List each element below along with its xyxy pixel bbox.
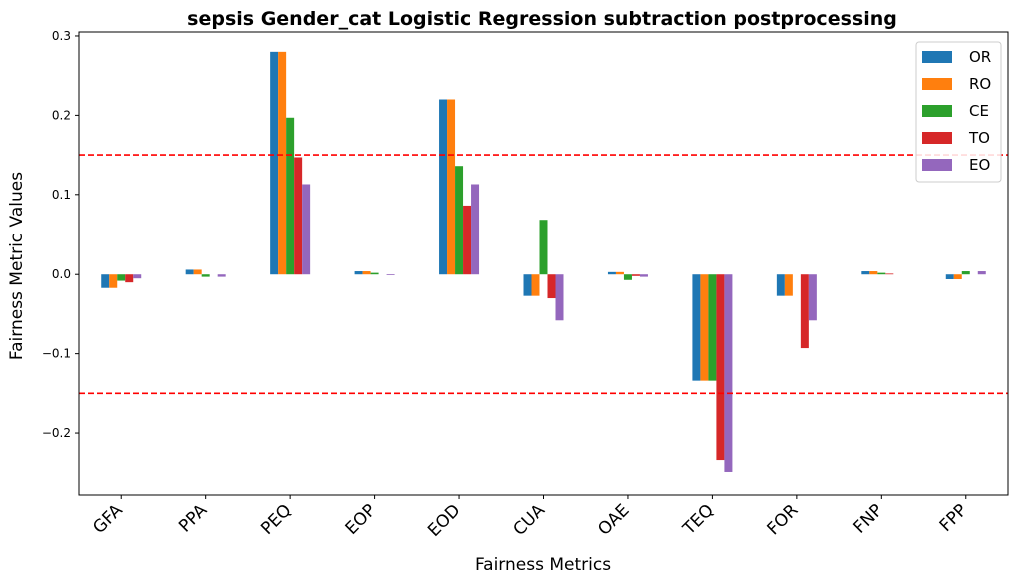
bar-CE-PPA xyxy=(201,274,210,277)
y-tick-label: −0.1 xyxy=(42,347,71,361)
legend-box xyxy=(915,41,1002,183)
bar-CE-CUA xyxy=(539,220,548,275)
bar-OR-FOR xyxy=(776,274,785,296)
legend-label-CE: CE xyxy=(969,102,989,120)
x-axis-label: Fairness Metrics xyxy=(475,555,611,575)
bar-OR-EOD xyxy=(439,99,448,275)
series-EO xyxy=(133,184,986,472)
bar-RO-EOD xyxy=(447,99,456,275)
bar-OR-CUA xyxy=(523,274,532,296)
legend-swatch-EO xyxy=(922,159,952,171)
chart-title: sepsis Gender_cat Logistic Regression su… xyxy=(187,8,897,30)
bar-RO-PPA xyxy=(193,269,202,275)
bar-RO-FPP xyxy=(953,274,962,279)
bar-RO-FNP xyxy=(869,271,878,275)
bar-RO-FOR xyxy=(784,274,793,296)
legend-swatch-RO xyxy=(922,78,952,90)
legend-swatch-CE xyxy=(922,105,952,117)
y-tick-label: 0.3 xyxy=(52,29,71,43)
bar-RO-GFA xyxy=(109,274,118,288)
legend-swatch-TO xyxy=(922,132,952,144)
bar-CE-OAE xyxy=(623,274,632,280)
series-TO xyxy=(125,157,894,461)
bar-OR-PPA xyxy=(185,269,194,275)
bar-OR-FPP xyxy=(945,274,954,279)
series-RO xyxy=(109,51,962,381)
x-tick-label-FNP: FNP xyxy=(850,500,887,537)
bar-EO-FPP xyxy=(977,271,986,275)
bar-TO-EOD xyxy=(463,205,472,275)
bar-RO-CUA xyxy=(531,274,540,296)
bar-EO-PPA xyxy=(217,274,226,277)
x-tick-label-OAE: OAE xyxy=(594,500,633,539)
y-tick-label: −0.2 xyxy=(42,426,71,440)
x-tick-label-CUA: CUA xyxy=(509,500,549,540)
legend-swatch-OR xyxy=(922,51,952,63)
x-tick-label-EOD: EOD xyxy=(424,500,464,540)
plot-area: −0.2 −0.1 0.0 0.1 0.2 0.3 GFA PPA PEQ EOP EOD CUA OA… xyxy=(42,29,1009,541)
bar-CE-EOD xyxy=(455,166,464,275)
bar-EO-OAE xyxy=(639,274,648,277)
x-tick-label-FOR: FOR xyxy=(764,500,803,539)
x-tick-label-PPA: PPA xyxy=(175,500,211,536)
legend-label-EO: EO xyxy=(969,156,990,174)
legend-label-RO: RO xyxy=(969,75,991,93)
x-tick-label-FPP: FPP xyxy=(936,500,972,536)
bar-CE-PEQ xyxy=(286,117,295,275)
legend-label-TO: TO xyxy=(968,129,990,147)
bar-OR-TEQ xyxy=(692,274,701,381)
bar-RO-TEQ xyxy=(700,274,709,381)
bar-EO-PEQ xyxy=(302,184,311,275)
series-OR xyxy=(101,51,954,381)
bar-EO-EOD xyxy=(471,184,480,275)
y-axis-label: Fairness Metric Values xyxy=(7,172,27,360)
y-tick-label: 0.2 xyxy=(52,108,71,122)
bar-EO-EOP xyxy=(386,274,395,276)
bar-EO-GFA xyxy=(133,274,142,279)
bar-EO-CUA xyxy=(555,274,564,321)
series-CE xyxy=(117,117,970,381)
x-tick-label-TEQ: TEQ xyxy=(679,500,718,539)
bar-TO-PEQ xyxy=(294,157,303,275)
bar-TO-OAE xyxy=(631,274,640,276)
bar-EO-FOR xyxy=(808,274,817,321)
bar-RO-PEQ xyxy=(278,51,287,275)
bar-OR-GFA xyxy=(101,274,110,288)
y-tick-label: 0.0 xyxy=(52,267,71,281)
bar-TO-GFA xyxy=(125,274,134,283)
bar-CE-EOP xyxy=(370,272,379,275)
y-tick-label: 0.1 xyxy=(52,188,71,202)
x-tick-label-GFA: GFA xyxy=(89,500,127,538)
bar-CE-TEQ xyxy=(708,274,717,381)
bar-TO-FNP xyxy=(885,273,894,275)
x-tick-label-PEQ: PEQ xyxy=(257,500,295,538)
bar-EO-TEQ xyxy=(724,274,733,472)
legend: OR RO CE TO EO xyxy=(915,41,1002,183)
bar-TO-FOR xyxy=(800,274,809,349)
bar-CE-FNP xyxy=(877,272,886,275)
bar-OR-FNP xyxy=(861,271,870,275)
bar-OR-EOP xyxy=(354,271,363,275)
bar-CE-FPP xyxy=(961,271,970,275)
bar-TO-TEQ xyxy=(716,274,725,461)
bar-OR-OAE xyxy=(607,271,616,275)
bar-TO-CUA xyxy=(547,274,556,299)
bar-OR-PEQ xyxy=(270,51,279,275)
legend-label-OR: OR xyxy=(969,48,991,66)
bar-CE-GFA xyxy=(117,274,126,281)
bar-RO-EOP xyxy=(362,271,371,275)
bar-RO-OAE xyxy=(615,271,624,275)
x-tick-label-EOP: EOP xyxy=(342,500,380,538)
